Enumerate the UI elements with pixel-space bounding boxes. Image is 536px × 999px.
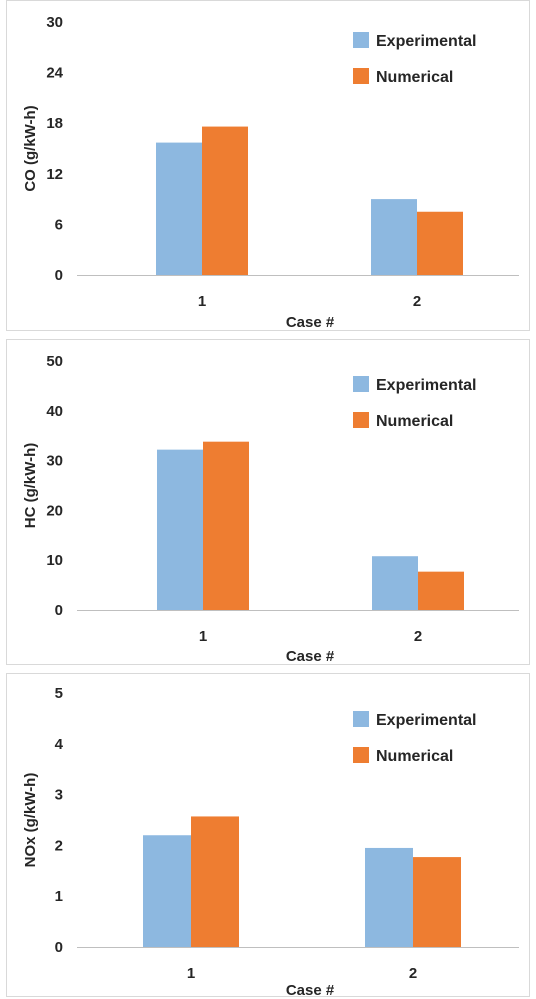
x-axis-title: Case # <box>286 648 335 665</box>
y-tick-label: 24 <box>46 65 63 82</box>
bar-experimental-case-2 <box>371 199 417 275</box>
y-tick-label: 10 <box>46 552 63 569</box>
legend-label-experimental: Experimental <box>376 712 476 729</box>
legend-label-numerical: Numerical <box>376 748 453 765</box>
y-axis-title: HC (g/kW-h) <box>22 443 39 529</box>
bar-numerical-case-1 <box>203 441 249 610</box>
bar-experimental-case-1 <box>156 142 202 275</box>
x-tick-label: 2 <box>414 628 422 645</box>
x-tick-label: 1 <box>199 628 207 645</box>
bar-experimental-case-1 <box>143 835 191 947</box>
bar-numerical-case-1 <box>202 126 248 275</box>
co-chart-panel: CO (g/kW-h) Case # 0 6 12 18 24 30 1 2 Experimen… <box>6 0 530 331</box>
legend-swatch-experimental <box>353 376 369 392</box>
bar-numerical-case-1 <box>191 816 239 947</box>
bar-experimental-case-2 <box>365 847 413 947</box>
nox-chart: NOx (g/kW-h) Case # 0 1 2 3 4 5 1 2 Experimental… <box>22 685 519 999</box>
y-tick-label: 1 <box>55 888 63 905</box>
hc-chart-panel: HC (g/kW-h) Case # 0 10 20 30 40 50 1 2 Experime… <box>6 339 530 665</box>
y-tick-label: 0 <box>55 267 63 284</box>
x-tick-label: 1 <box>187 965 195 982</box>
y-axis-title: NOx (g/kW-h) <box>22 773 39 868</box>
y-tick-label: 40 <box>46 403 63 420</box>
bar-numerical-case-2 <box>413 857 461 947</box>
y-tick-label: 4 <box>55 736 64 753</box>
x-tick-label: 1 <box>198 293 206 310</box>
legend-label-experimental: Experimental <box>376 377 476 394</box>
bar-experimental-case-1 <box>157 449 203 610</box>
bar-numerical-case-2 <box>417 211 463 275</box>
bar-experimental-case-2 <box>372 556 418 610</box>
legend-swatch-numerical <box>353 68 369 84</box>
y-tick-label: 6 <box>55 216 63 233</box>
x-axis-title: Case # <box>286 314 335 331</box>
y-tick-label: 0 <box>55 939 63 956</box>
y-tick-label: 5 <box>55 685 63 702</box>
nox-chart-panel: NOx (g/kW-h) Case # 0 1 2 3 4 5 1 2 Experimental… <box>6 673 530 999</box>
y-tick-label: 2 <box>55 837 63 854</box>
bar-numerical-case-2 <box>418 571 464 610</box>
y-tick-label: 50 <box>46 353 63 370</box>
y-tick-label: 30 <box>46 14 63 31</box>
y-tick-label: 30 <box>46 453 63 470</box>
legend-label-numerical: Numerical <box>376 413 453 430</box>
y-axis-title: CO (g/kW-h) <box>22 105 39 191</box>
y-tick-label: 12 <box>46 166 63 183</box>
legend-swatch-experimental <box>353 32 369 48</box>
legend-swatch-numerical <box>353 412 369 428</box>
legend-swatch-numerical <box>353 747 369 763</box>
y-tick-label: 3 <box>55 787 63 804</box>
y-tick-label: 20 <box>46 502 63 519</box>
legend-label-numerical: Numerical <box>376 69 453 86</box>
x-axis-title: Case # <box>286 982 335 999</box>
x-tick-label: 2 <box>413 293 421 310</box>
y-tick-label: 18 <box>46 115 63 132</box>
legend-label-experimental: Experimental <box>376 33 476 50</box>
legend-swatch-experimental <box>353 711 369 727</box>
y-tick-label: 0 <box>55 602 63 619</box>
x-tick-label: 2 <box>409 965 417 982</box>
hc-chart: HC (g/kW-h) Case # 0 10 20 30 40 50 1 2 Experime… <box>22 353 519 665</box>
